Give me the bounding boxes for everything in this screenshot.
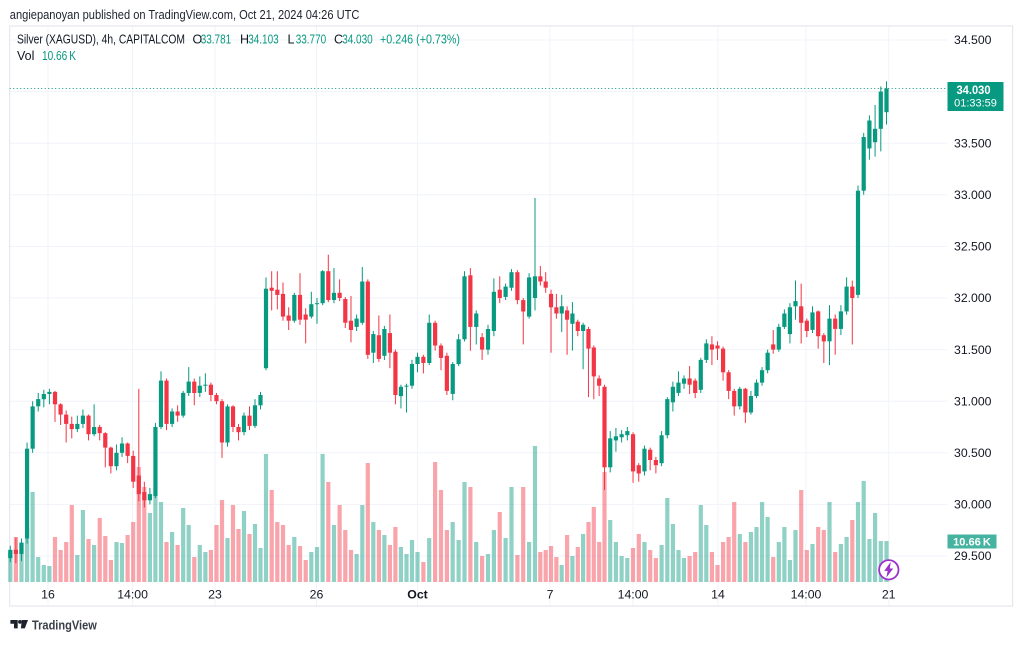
svg-text:34.103: 34.103 [248, 33, 279, 47]
svg-text:16: 16 [41, 588, 55, 602]
svg-text:10.66 K: 10.66 K [42, 49, 77, 63]
svg-text:33.500: 33.500 [954, 136, 992, 150]
svg-text:31.000: 31.000 [954, 394, 992, 408]
svg-text:30.500: 30.500 [954, 446, 992, 460]
svg-text:32.000: 32.000 [954, 291, 992, 305]
svg-text:10.66 K: 10.66 K [953, 537, 991, 549]
svg-text:14:00: 14:00 [618, 588, 649, 602]
svg-text:7: 7 [547, 588, 554, 602]
svg-text:14: 14 [711, 588, 725, 602]
svg-text:L: L [288, 33, 295, 47]
svg-text:34.500: 34.500 [954, 33, 992, 47]
svg-text:H: H [240, 33, 249, 47]
svg-text:34.030: 34.030 [342, 33, 373, 47]
svg-text:Oct: Oct [407, 588, 428, 602]
svg-text:+0.246 (+0.73%): +0.246 (+0.73%) [380, 33, 460, 47]
svg-text:Silver (XAGUSD), 4h, CAPITALCO: Silver (XAGUSD), 4h, CAPITALCOM [17, 33, 185, 47]
svg-text:23: 23 [208, 588, 222, 602]
svg-text:angiepanoyan published on Trad: angiepanoyan published on TradingView.co… [10, 8, 360, 22]
svg-text:34.030: 34.030 [957, 83, 991, 97]
svg-text:TradingView: TradingView [32, 617, 97, 632]
svg-text:26: 26 [310, 588, 324, 602]
svg-text:21: 21 [882, 588, 896, 602]
svg-text:C: C [334, 33, 343, 47]
svg-text:30.000: 30.000 [954, 498, 992, 512]
svg-text:O: O [193, 33, 203, 47]
svg-text:01:33:59: 01:33:59 [954, 98, 997, 110]
svg-text:31.500: 31.500 [954, 343, 992, 357]
svg-text:33.000: 33.000 [954, 188, 992, 202]
svg-text:32.500: 32.500 [954, 240, 992, 254]
svg-text:29.500: 29.500 [954, 549, 992, 563]
svg-text:14:00: 14:00 [117, 588, 148, 602]
svg-text:14:00: 14:00 [791, 588, 822, 602]
svg-text:33.770: 33.770 [296, 33, 327, 47]
svg-text:33.781: 33.781 [201, 33, 232, 47]
svg-text:Vol: Vol [17, 49, 34, 63]
